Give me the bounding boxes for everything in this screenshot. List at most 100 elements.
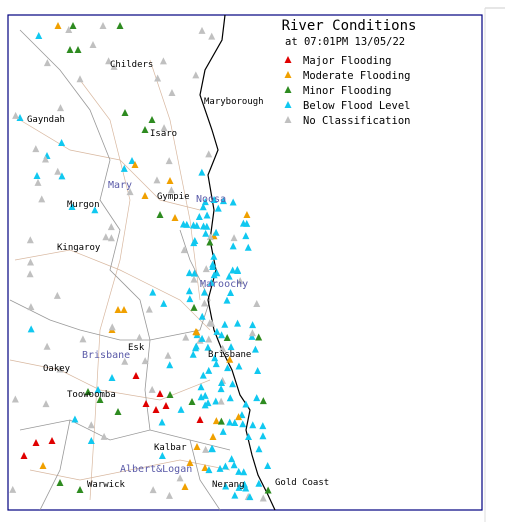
place-label: Kingaroy <box>57 243 101 253</box>
timestamp: at 07:01PM 13/05/22 <box>285 36 405 48</box>
gauge-marker <box>126 188 134 196</box>
gauge-marker <box>230 461 238 469</box>
gauge-marker <box>235 362 243 370</box>
gauge-marker <box>239 420 247 428</box>
gauge-marker <box>206 238 214 246</box>
gauge-marker <box>227 288 235 296</box>
legend-bg <box>278 68 413 82</box>
gauge-marker <box>68 203 76 210</box>
gauge-marker <box>253 300 261 308</box>
legend-swatch <box>284 86 292 93</box>
gauge-marker <box>53 291 61 299</box>
gauge-marker <box>102 233 110 241</box>
gauge-marker <box>183 220 191 228</box>
gauge-marker <box>148 385 156 393</box>
gauge-marker <box>219 197 227 205</box>
map-frame <box>7 14 483 511</box>
place-label: Brisbane <box>208 350 251 360</box>
gauge-marker <box>226 418 234 426</box>
gauge-marker <box>201 198 209 206</box>
gauge-marker <box>245 433 253 441</box>
gauge-marker <box>219 427 227 435</box>
gauge-marker <box>227 343 235 351</box>
gauge-marker <box>205 366 213 374</box>
legend-swatch <box>284 71 292 78</box>
gauge-marker <box>209 262 217 270</box>
gauge-marker <box>193 221 201 229</box>
gauge-marker <box>210 196 218 204</box>
gauge-marker <box>156 211 164 218</box>
gauge-marker <box>202 265 210 273</box>
gauge-marker <box>211 354 219 362</box>
gauge-marker <box>65 26 73 34</box>
gauge-marker <box>94 386 102 393</box>
gauge-marker <box>11 395 19 403</box>
gauge-marker <box>114 408 122 415</box>
gauge-marker <box>35 31 43 39</box>
gauge-marker <box>107 234 115 242</box>
gauge-marker <box>121 109 129 116</box>
gauge-marker <box>189 350 197 358</box>
gauge-marker <box>231 418 239 426</box>
gauge-marker <box>192 342 200 350</box>
gauge-marker <box>248 329 256 337</box>
gauge-marker <box>84 388 92 395</box>
gauge-marker <box>76 75 84 83</box>
gauge-marker <box>205 466 213 474</box>
gauge-marker <box>251 345 259 353</box>
gauge-marker <box>20 452 28 459</box>
gauge-marker <box>79 335 87 343</box>
gauge-marker <box>176 474 184 482</box>
gauge-marker <box>164 351 172 359</box>
gauge-marker <box>212 360 220 368</box>
gauge-marker <box>223 334 231 342</box>
gauge-marker <box>142 400 150 407</box>
gauge-marker <box>177 405 185 413</box>
gauge-marker <box>54 167 62 175</box>
gauge-marker <box>192 71 200 79</box>
gauge-marker <box>131 161 139 168</box>
gauge-marker <box>203 222 211 230</box>
gauge-marker <box>218 379 226 387</box>
gauge-marker <box>246 493 254 501</box>
gauge-marker <box>224 364 232 372</box>
gauge-marker <box>193 443 201 450</box>
gauge-marker <box>205 335 213 343</box>
basin-label: Brisbane <box>82 350 130 361</box>
gauge-marker <box>199 371 207 379</box>
gauge-marker <box>186 459 194 466</box>
gauge-marker <box>235 483 243 491</box>
gauge-marker <box>141 192 149 199</box>
gauge-marker <box>152 406 160 413</box>
gauge-marker <box>166 361 174 369</box>
gauge-marker <box>259 432 267 440</box>
gauge-marker <box>197 383 205 391</box>
place-label: Gympie <box>157 192 190 202</box>
gauge-marker <box>210 252 218 260</box>
gauge-marker <box>221 462 229 470</box>
gauge-marker <box>168 89 176 97</box>
gauge-marker <box>196 416 204 423</box>
gauge-marker <box>248 332 256 340</box>
legend-bg <box>278 83 413 97</box>
gauge-marker <box>38 195 46 203</box>
gauge-marker <box>108 323 116 331</box>
legend: Major Flooding Moderate Flooding Minor Flo… <box>278 53 413 127</box>
gauge-marker <box>120 306 128 313</box>
gauge-marker <box>154 74 162 82</box>
gauge-marker <box>201 391 209 399</box>
gauge-marker <box>58 139 66 147</box>
gauge-marker <box>235 467 243 475</box>
gauge-marker <box>74 46 82 53</box>
gauge-marker <box>145 305 153 313</box>
legend-label: Major Flooding <box>303 55 392 67</box>
gauge-marker <box>231 491 239 499</box>
gauge-marker <box>213 327 221 335</box>
gauge-marker <box>259 494 267 502</box>
place-label: Toowoomba <box>67 390 116 400</box>
gauge-marker <box>207 278 215 286</box>
gauge-marker <box>149 288 157 296</box>
gauge-marker <box>233 265 241 273</box>
gauge-marker <box>226 394 234 402</box>
